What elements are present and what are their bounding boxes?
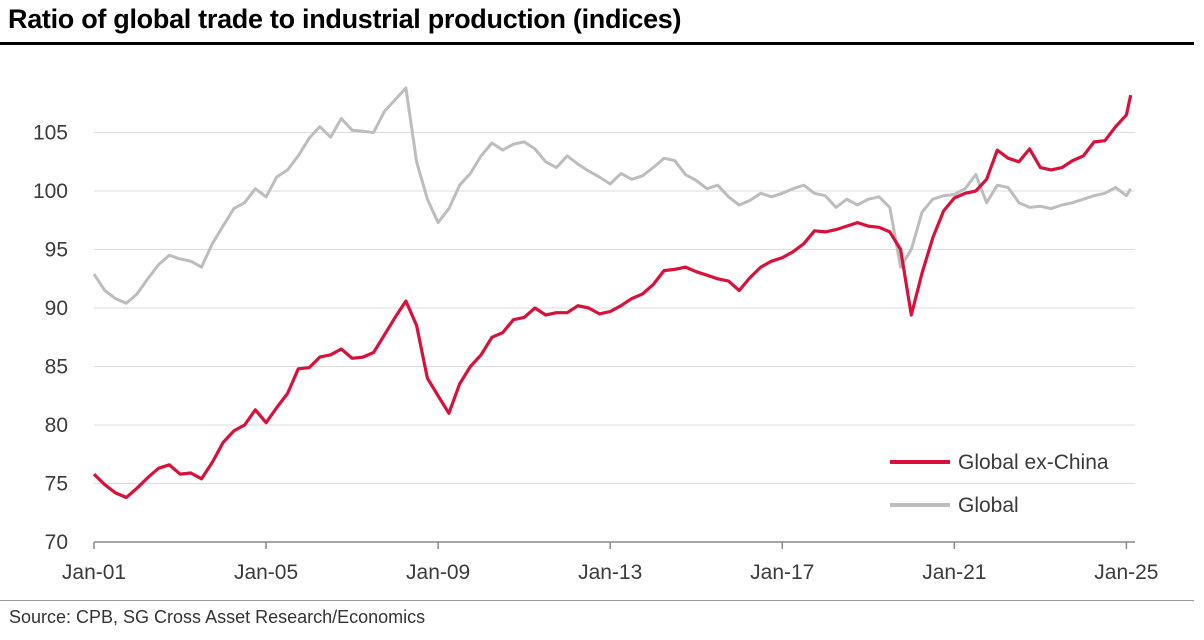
y-tick-label: 70	[45, 531, 68, 554]
y-tick-label: 80	[45, 414, 68, 437]
x-tick-label: Jan-25	[1094, 561, 1158, 584]
legend-label-global-ex-china: Global ex-China	[958, 451, 1109, 474]
x-tick-label: Jan-01	[62, 561, 126, 584]
x-tick-label: Jan-17	[750, 561, 814, 584]
series-layer	[92, 86, 1133, 500]
y-tick-label: 105	[33, 122, 68, 145]
page-title: Ratio of global trade to industrial prod…	[8, 4, 682, 34]
y-tick-label: 95	[45, 239, 68, 262]
legend: Global ex-China Global	[890, 451, 1109, 517]
y-tick-label: 75	[45, 473, 68, 496]
grid-layer	[94, 132, 1135, 484]
source-rule	[0, 600, 1194, 601]
title-rule	[0, 42, 1194, 45]
legend-label-global: Global	[958, 494, 1019, 517]
x-tick-label: Jan-05	[234, 561, 298, 584]
y-tick-label: 85	[45, 356, 68, 379]
y-tick-label: 100	[33, 180, 68, 203]
series-line-global	[92, 86, 1132, 305]
line-chart: 70 75 80 85 90 95 100 105 Jan-01 Jan-05 Jan-09 Jan-…	[33, 86, 1159, 585]
y-tick-label: 90	[45, 297, 68, 320]
axis-layer: 70 75 80 85 90 95 100 105 Jan-01 Jan-05 Jan-09 Jan-…	[33, 122, 1159, 585]
x-tick-label: Jan-09	[406, 561, 470, 584]
x-tick-label: Jan-13	[578, 561, 642, 584]
x-tick-label: Jan-21	[922, 561, 986, 584]
source-note: Source: CPB, SG Cross Asset Research/Eco…	[9, 607, 426, 627]
series-line-global-ex-china	[92, 94, 1133, 500]
